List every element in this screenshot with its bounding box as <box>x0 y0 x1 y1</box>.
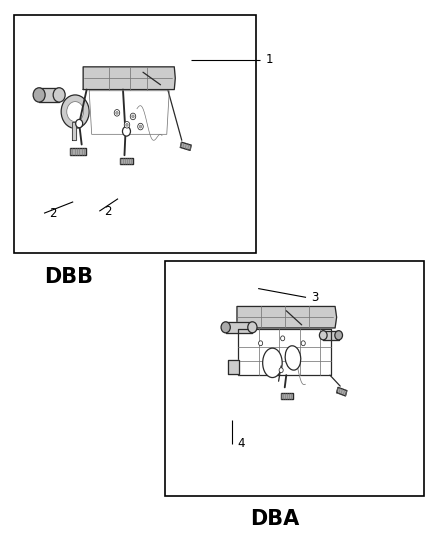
Polygon shape <box>281 393 293 399</box>
Circle shape <box>258 341 263 346</box>
Circle shape <box>279 368 283 373</box>
Polygon shape <box>180 142 191 150</box>
Bar <box>165 261 424 496</box>
Circle shape <box>301 341 305 346</box>
Polygon shape <box>337 387 347 396</box>
Text: DBB: DBB <box>44 267 93 287</box>
Circle shape <box>319 330 327 340</box>
Circle shape <box>53 88 65 102</box>
Polygon shape <box>72 122 76 140</box>
Polygon shape <box>238 328 332 375</box>
Circle shape <box>221 322 230 333</box>
Text: DBA: DBA <box>250 509 299 529</box>
Circle shape <box>138 123 143 130</box>
Polygon shape <box>120 158 134 164</box>
Circle shape <box>33 88 45 102</box>
Circle shape <box>114 110 120 116</box>
Polygon shape <box>226 322 252 333</box>
Text: 1: 1 <box>265 53 273 66</box>
Polygon shape <box>323 330 339 340</box>
Text: 2: 2 <box>105 205 112 217</box>
Text: 2: 2 <box>49 207 57 220</box>
Circle shape <box>139 125 142 128</box>
Polygon shape <box>237 306 337 328</box>
Circle shape <box>61 95 89 128</box>
Circle shape <box>126 123 128 126</box>
Circle shape <box>123 126 131 136</box>
Circle shape <box>67 102 84 122</box>
Polygon shape <box>70 148 86 155</box>
Circle shape <box>116 111 118 115</box>
Polygon shape <box>228 360 239 374</box>
Circle shape <box>124 122 130 128</box>
Bar <box>14 15 256 253</box>
Circle shape <box>248 322 257 333</box>
Circle shape <box>76 119 83 128</box>
Text: 4: 4 <box>237 437 245 450</box>
Polygon shape <box>83 67 175 90</box>
Circle shape <box>335 330 343 340</box>
Polygon shape <box>89 91 169 134</box>
Text: 3: 3 <box>311 291 318 304</box>
Circle shape <box>130 113 136 120</box>
Circle shape <box>132 115 134 118</box>
Ellipse shape <box>263 348 282 377</box>
Circle shape <box>281 336 285 341</box>
Polygon shape <box>39 88 59 102</box>
Ellipse shape <box>285 346 301 370</box>
